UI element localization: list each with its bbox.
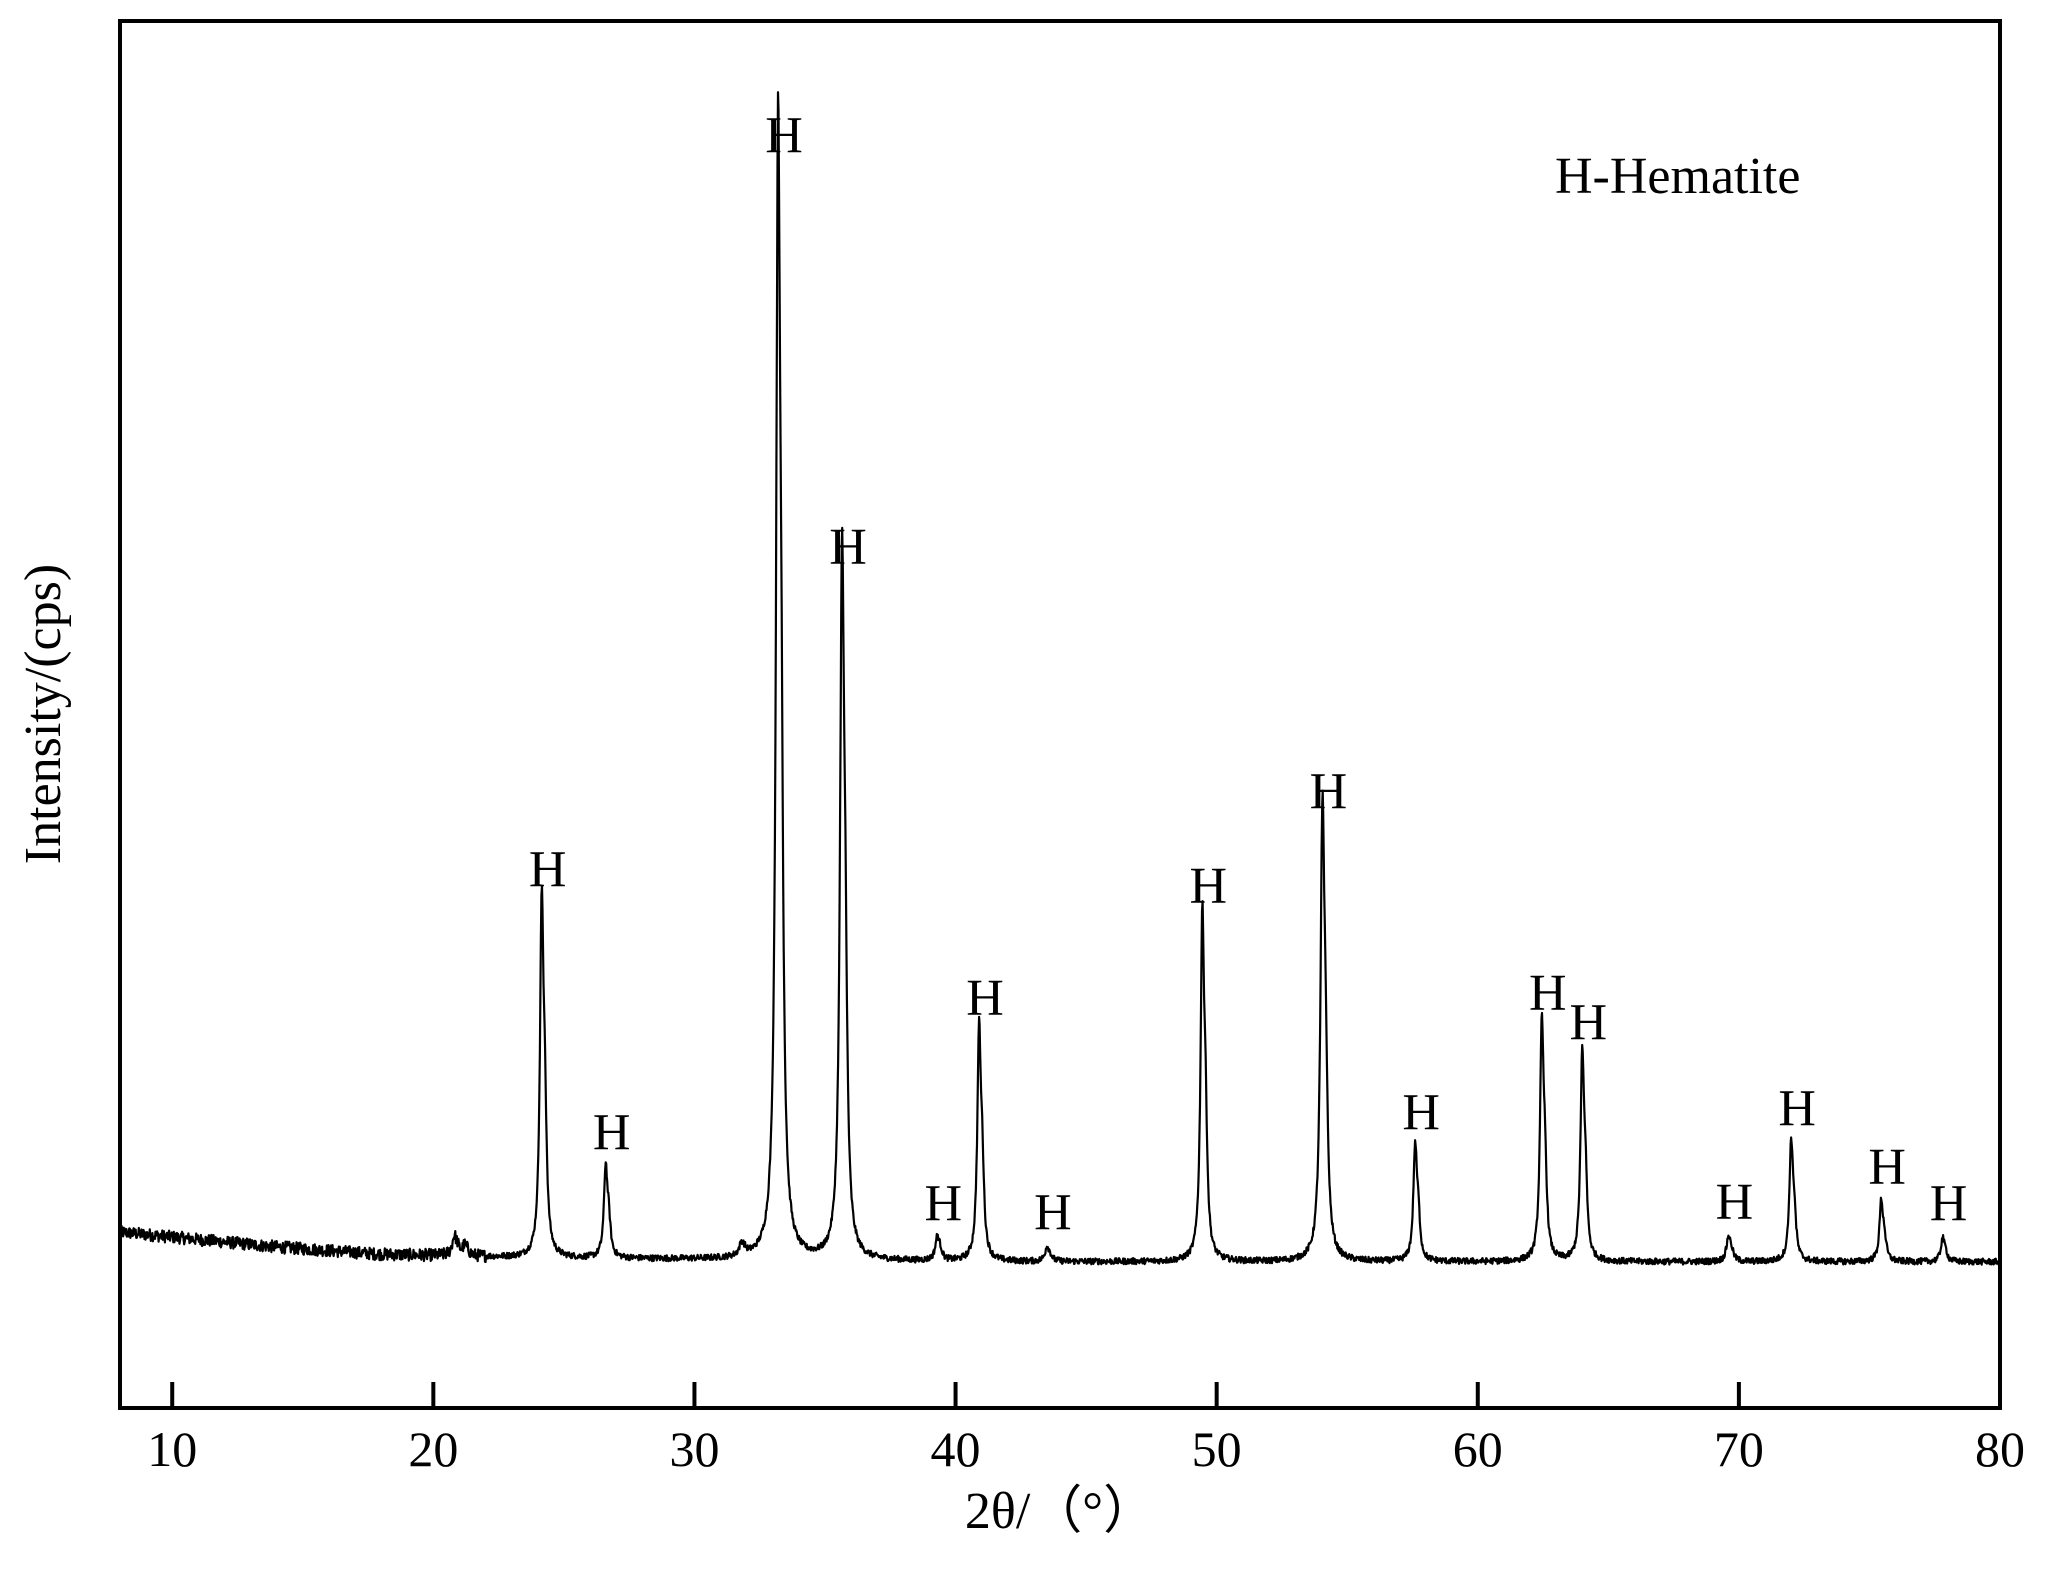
x-tick-label-20: 20 [408,1421,458,1477]
xrd-pattern-line [118,91,2002,1266]
peak-label: H [966,970,1004,1027]
peak-label: H [924,1175,962,1232]
y-axis-label: Intensity/(cps) [15,564,72,864]
x-tick-label-10: 10 [147,1421,197,1477]
x-axis-ticks [170,1382,2002,1408]
x-tick-label-40: 40 [931,1421,981,1477]
peak-label: H [1310,763,1348,820]
peak-label: H [529,842,567,899]
peak-label: H [1190,858,1228,915]
x-tick-label-50: 50 [1192,1421,1242,1477]
x-tick-label-30: 30 [669,1421,719,1477]
peak-label: H [1034,1185,1072,1242]
x-axis-tick-labels: 10 20 30 40 50 60 70 80 [147,1421,2025,1477]
x-tick-label-70: 70 [1714,1421,1764,1477]
peak-label: H [1569,995,1607,1052]
peak-label: H [1402,1084,1440,1141]
x-axis-label: 2θ/（°） [965,1483,1155,1540]
x-tick-label-80: 80 [1975,1421,2025,1477]
peak-label: H [1930,1175,1968,1232]
peak-label: H [593,1105,631,1162]
plot-frame [118,19,2002,1410]
x-tick-label-60: 60 [1453,1421,1503,1477]
peak-label: H [765,108,803,165]
peak-label: H [1529,965,1567,1022]
legend-text: H-Hematite [1555,148,1800,205]
peak-label: H [1868,1139,1906,1196]
peak-label: H [1716,1174,1754,1231]
peak-label: H [829,519,867,576]
peak-label: H [1778,1081,1816,1138]
